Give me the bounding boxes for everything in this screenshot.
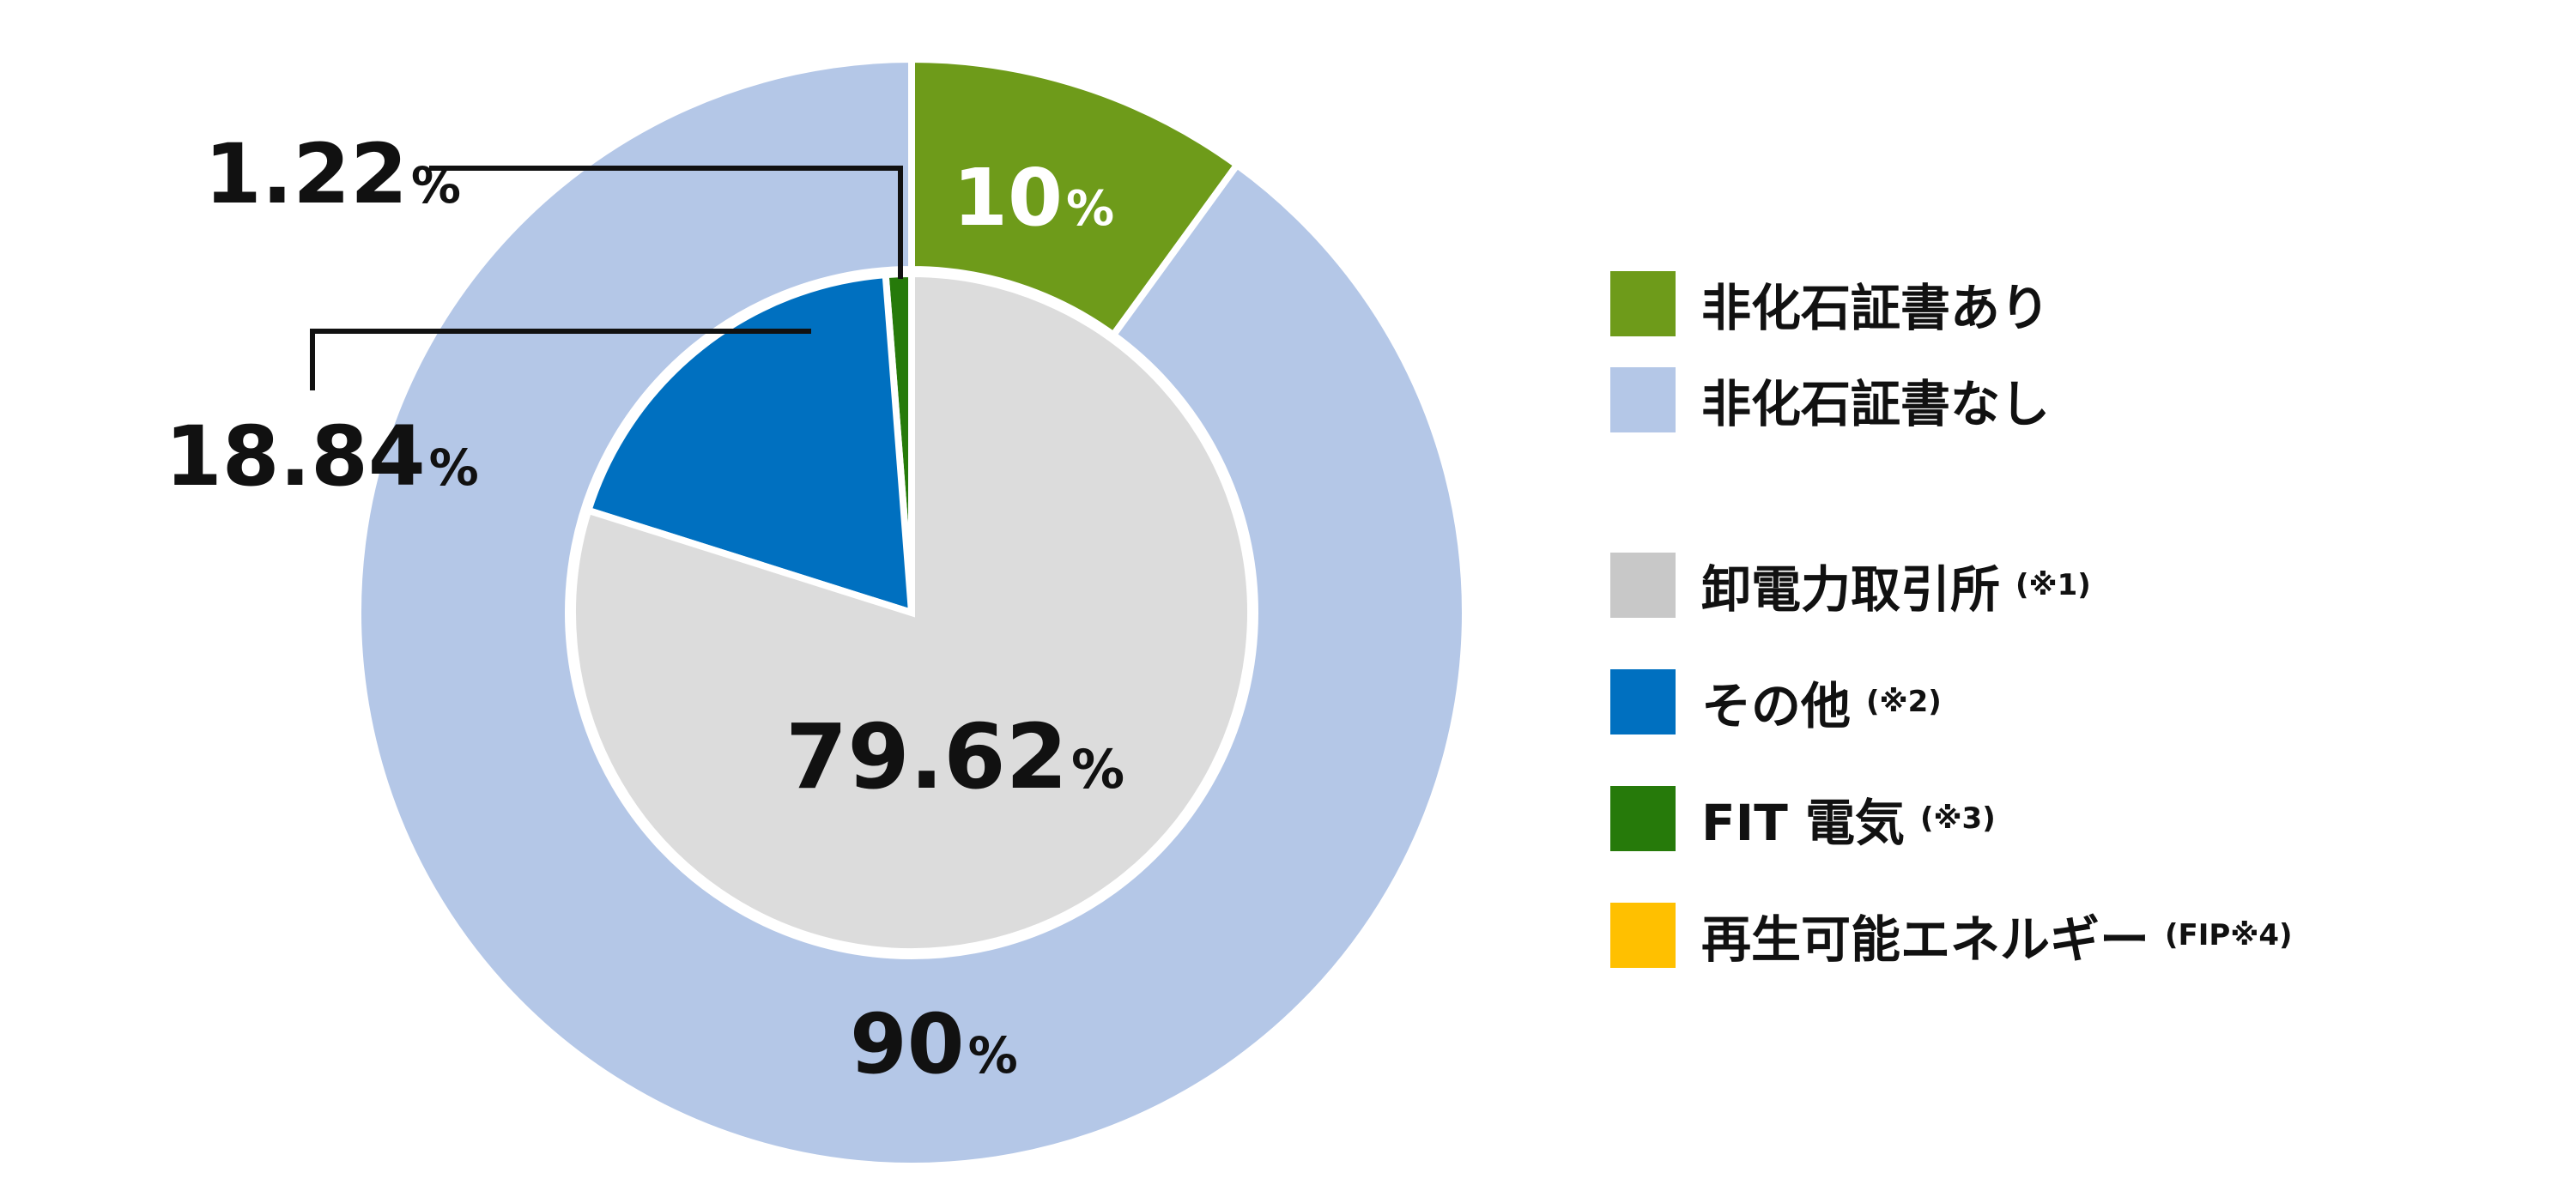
legend-swatch xyxy=(1610,903,1676,968)
label-nonfossil-no-number: 90 xyxy=(850,996,965,1092)
legend-item-other: その他 (※2) xyxy=(1610,668,1942,736)
legend-item-fit-electricity: FIT 電気 (※3) xyxy=(1610,784,1996,853)
legend-note: (※2) xyxy=(1866,685,1942,719)
pie-slice-wholesale-exchange xyxy=(569,269,1254,955)
outer-ring xyxy=(355,55,1469,1170)
label-wholesale-exchange-unit: % xyxy=(1071,738,1124,801)
legend-label: その他 xyxy=(1701,677,1852,735)
inner-pie xyxy=(567,269,1256,957)
label-wholesale-exchange-number: 79.62 xyxy=(785,704,1068,809)
legend-swatch xyxy=(1610,786,1676,851)
label-fit-electricity: 1.22% xyxy=(204,126,461,222)
label-nonfossil-no-unit: % xyxy=(968,1026,1018,1085)
legend-item-nonfossil-yes: 非化石証書あり xyxy=(1610,269,2050,338)
legend-swatch xyxy=(1610,271,1676,336)
legend-label: 再生可能エネルギー xyxy=(1701,910,2150,969)
legend-label: 卸電力取引所 xyxy=(1701,560,2001,619)
legend-label: FIT 電気 xyxy=(1701,794,1905,852)
label-other-unit: % xyxy=(429,438,479,497)
leader-fit-electricity xyxy=(429,166,903,279)
donut-chart: 10%90%79.62%18.84%1.22% xyxy=(165,55,1469,1170)
label-fit-electricity-number: 1.22 xyxy=(204,126,408,222)
legend-label: 非化石証書なし xyxy=(1701,375,2051,433)
label-nonfossil-yes-unit: % xyxy=(1066,181,1114,237)
legend-swatch xyxy=(1610,669,1676,734)
pie-slice-other xyxy=(584,270,916,618)
legend-swatch xyxy=(1610,367,1676,432)
legend-label: 非化石証書あり xyxy=(1701,279,2051,337)
data-labels: 10%90%79.62%18.84%1.22% xyxy=(165,126,1124,1092)
legend-note: (FIP※4) xyxy=(2165,918,2293,952)
legend-item-wholesale-exchange: 卸電力取引所 (※1) xyxy=(1610,551,2091,620)
label-other: 18.84% xyxy=(165,408,479,505)
legend-item-nonfossil-no: 非化石証書なし xyxy=(1610,366,2050,434)
legend-item-renewable: 再生可能エネルギー (FIP※4) xyxy=(1610,901,2293,970)
label-nonfossil-yes: 10% xyxy=(953,152,1114,244)
label-nonfossil-no: 90% xyxy=(850,996,1018,1092)
legend-note: (※1) xyxy=(2015,568,2091,602)
legend-swatch xyxy=(1610,553,1676,618)
legend-note: (※3) xyxy=(1919,801,1996,836)
label-fit-electricity-unit: % xyxy=(411,156,461,215)
leader-lines xyxy=(310,166,903,390)
legend: 非化石証書あり 非化石証書なし 卸電力取引所 (※1) その他 (※2) FIT… xyxy=(1610,0,2555,1203)
label-nonfossil-yes-number: 10 xyxy=(953,152,1063,244)
label-wholesale-exchange: 79.62% xyxy=(785,704,1124,809)
label-other-number: 18.84 xyxy=(165,408,426,505)
leader-other xyxy=(310,329,811,390)
